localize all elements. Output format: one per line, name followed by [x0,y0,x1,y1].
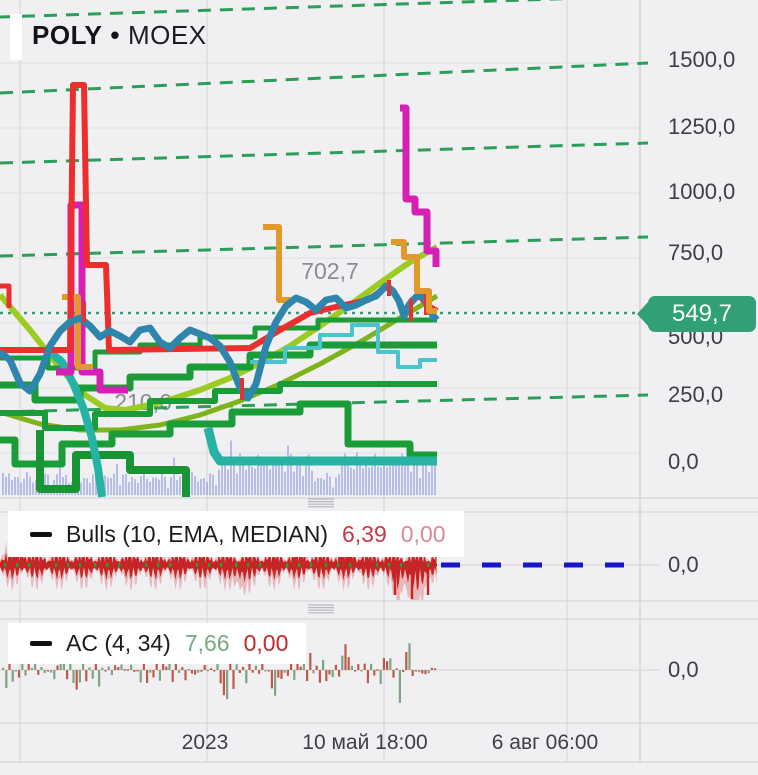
series-orange-right [391,239,437,314]
price-tick-7: 0,0 [668,657,699,682]
series-trend-dashed-4 [0,235,649,258]
price-tick-6: 0,0 [668,552,699,577]
bulls-value: 6,39 [342,520,387,547]
time-tick-1: 10 май 18:00 [302,731,428,754]
symbol-separator: • [110,20,121,50]
series-orange-mid [263,224,291,303]
bulls-label: Bulls (10, EMA, MEDIAN) [66,520,328,547]
price-tick-0: 1500,0 [668,47,736,72]
bulls-indicator-legend[interactable]: Bulls (10, EMA, MEDIAN) 6,39 0,00 [8,511,464,557]
series-trend-dashed-3 [0,141,649,165]
current-price-badge[interactable]: 549,7 [648,296,756,332]
symbol-ticker: POLY [32,20,103,50]
series-cyan-step [250,323,437,369]
series-teal-fall [47,348,106,498]
series-teal-flat [203,426,437,466]
series-green-step-4 [0,400,437,468]
scale-tab[interactable] [10,14,22,60]
ac-indicator-legend[interactable]: AC (4, 34) 7,66 0,00 [8,623,307,664]
series-trend-dashed-1 [0,0,571,19]
price-tick-4: 250,0 [668,382,724,407]
price-series [0,0,649,498]
time-tick-2: 6 авг 06:00 [491,731,599,754]
symbol-title[interactable]: POLY • MOEX [32,20,207,51]
bulls-value-2: 0,00 [400,520,446,547]
series-trend-dashed-2 [0,61,649,95]
symbol-exchange: MOEX [128,20,207,50]
current-price-value: 549,7 [671,300,733,327]
level-label: 702,7 [301,258,359,284]
series-red-stub-left [0,283,12,308]
ac-value: 7,66 [184,630,230,656]
ac-swatch-icon [30,641,52,646]
pane-resize-handle[interactable] [308,498,334,508]
price-tick-5: 0,0 [668,449,699,474]
time-tick-0: 2023 [181,731,229,754]
ac-label: AC (4, 34) [66,630,171,656]
bulls-swatch-icon [30,531,52,537]
pane-resize-handle[interactable] [308,604,334,614]
series-green-step-2 [0,341,437,404]
price-tick-3: 750,0 [668,240,724,265]
series-trend-dashed-5 [0,393,649,414]
series-orange-left [62,294,93,370]
price-tick-1: 1250,0 [668,114,736,139]
price-tick-2: 1000,0 [668,179,736,204]
series-red-main [0,82,439,353]
series-magenta-right-spike [400,104,440,267]
ac-value-2: 0,00 [243,630,289,656]
series-green-step-5 [36,430,190,497]
series-green-step-3 [0,381,437,431]
level-labels-over: 702,7 [301,258,359,284]
